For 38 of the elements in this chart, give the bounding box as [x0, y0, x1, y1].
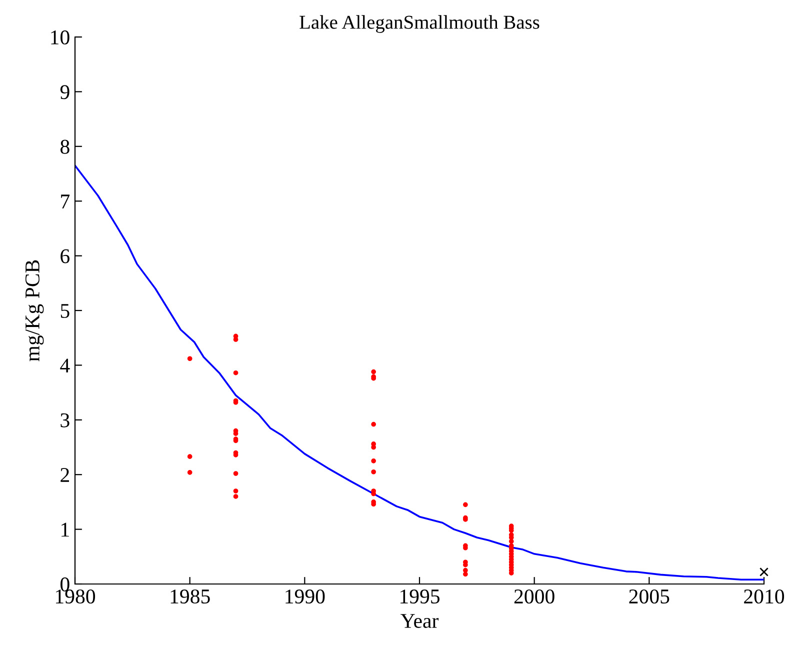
x-tick-label: 2005: [629, 589, 670, 604]
point: [463, 502, 468, 508]
x-tick-label: 1990: [286, 589, 325, 604]
y-tick-label: 6: [60, 249, 70, 264]
point: [371, 369, 376, 374]
point: [463, 572, 468, 577]
chart-title: Lake AlleganSmallmouth Bass: [300, 15, 540, 33]
point: [233, 488, 238, 494]
y-tick-label: 7: [61, 194, 70, 208]
y-tick-label: 9: [60, 85, 70, 100]
point: [760, 567, 768, 576]
y-tick-label: 10: [51, 30, 70, 44]
line-series: [75, 164, 764, 581]
point: [187, 470, 192, 475]
point: [508, 538, 514, 544]
point: [371, 422, 376, 427]
x-tick-label: 1995: [400, 590, 440, 604]
y-tick-label: 8: [60, 140, 70, 154]
point: [233, 337, 238, 342]
point: [233, 471, 238, 476]
point: [187, 356, 192, 362]
x-tick-label: 1985: [170, 589, 210, 604]
y-tick-label: 4: [60, 358, 70, 372]
y-tick-label: 0: [60, 577, 70, 592]
x-tick-label: 2010: [744, 589, 784, 604]
x-tick-label: 1980: [56, 589, 96, 604]
point: [233, 370, 238, 376]
y-tick-label: 2: [60, 468, 69, 482]
point: [371, 458, 376, 464]
point: [371, 469, 376, 474]
y-tick-label: 5: [60, 304, 70, 318]
y-axis-title: mg/Kg PCB: [25, 260, 44, 362]
y-tick-label: 3: [60, 413, 70, 428]
point: [187, 454, 192, 459]
y-tick-label: 1: [62, 522, 69, 537]
x-axis-title: Year: [400, 614, 439, 628]
point: [233, 494, 238, 499]
x-tick-label: 2000: [514, 589, 554, 604]
